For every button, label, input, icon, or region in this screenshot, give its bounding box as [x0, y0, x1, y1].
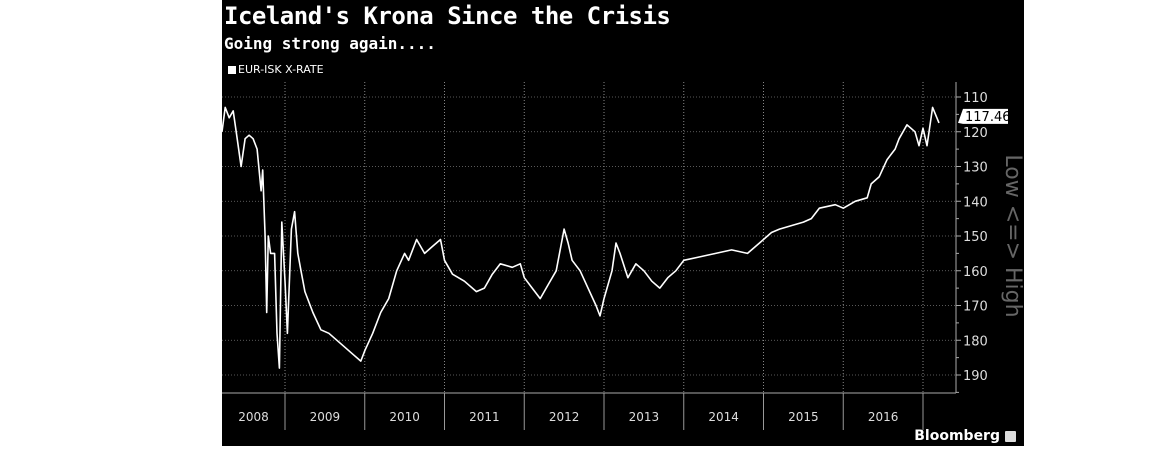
x-tick-label: 2008: [238, 410, 269, 424]
legend: EUR-ISK X-RATE: [228, 63, 324, 76]
y-tick-label: 120: [963, 126, 988, 141]
x-tick-label: 2016: [868, 410, 899, 424]
chart-title: Iceland's Krona Since the Crisis: [224, 2, 671, 30]
last-value-tag: [958, 108, 1008, 124]
x-tick-label: 2009: [310, 410, 341, 424]
brand-label: Bloomberg: [914, 428, 1000, 444]
y-tick-label: 190: [963, 369, 988, 384]
y-tick-label: 130: [963, 161, 988, 176]
legend-label: EUR-ISK X-RATE: [238, 63, 324, 76]
x-tick-label: 2013: [629, 410, 660, 424]
line-chart: 110 120 130 140 150 160 170 180 190 2008 2009 2010 2…: [222, 82, 1024, 430]
chart-panel: Iceland's Krona Since the Crisis Going s…: [222, 0, 1024, 446]
bloomberg-chart-icon: [1005, 430, 1016, 442]
series-line-eur-isk: [222, 106, 940, 369]
y-tick-label: 180: [963, 334, 988, 349]
x-tick-label: 2011: [469, 410, 500, 424]
y-tick-label: 160: [963, 265, 988, 280]
chart-subtitle: Going strong again....: [224, 34, 436, 53]
y-tick-label: 150: [963, 230, 988, 245]
x-tick-label: 2010: [389, 410, 420, 424]
y-axis-label: Low <=> High: [1000, 154, 1024, 317]
bloomberg-logo: Bloomberg: [914, 428, 1016, 444]
legend-swatch: [228, 65, 236, 74]
y-tick-label: 110: [963, 91, 988, 106]
last-value-label: 117.46: [965, 110, 1011, 125]
x-tick-label: 2012: [549, 410, 580, 424]
x-tick-label: 2015: [788, 410, 819, 424]
y-tick-label: 140: [963, 195, 988, 210]
x-tick-label: 2014: [708, 410, 739, 424]
y-tick-label: 170: [963, 300, 988, 315]
